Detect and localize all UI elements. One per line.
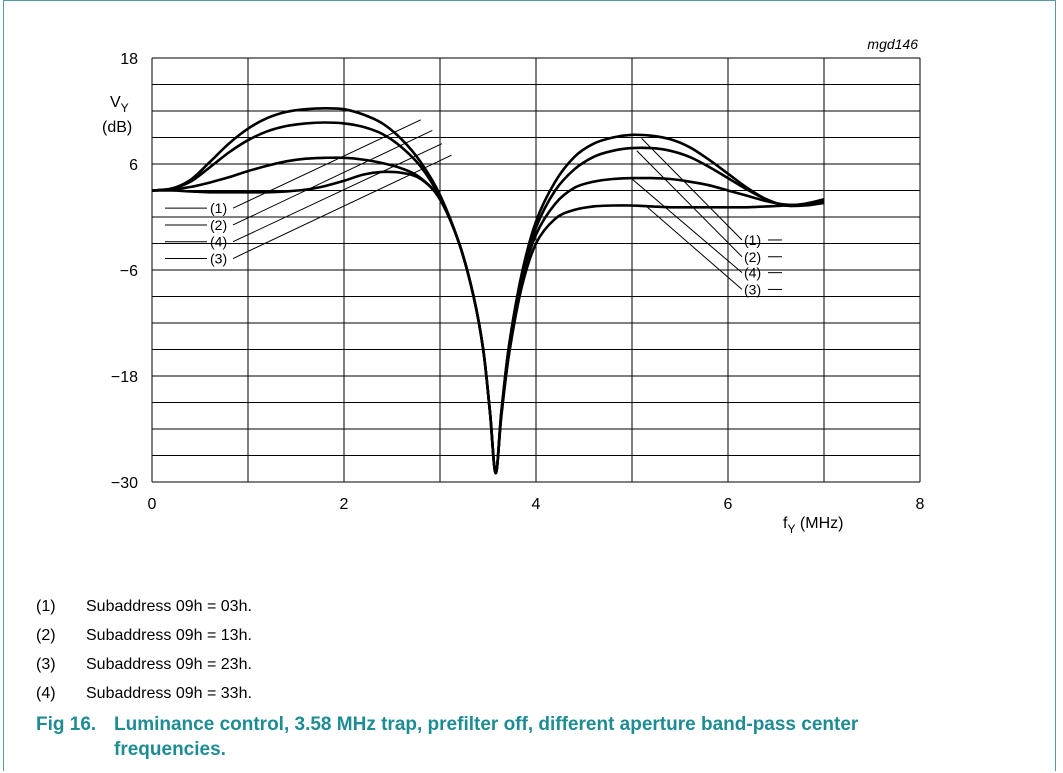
y-tick-label: −18 bbox=[111, 369, 138, 386]
annotation-leader-left bbox=[232, 129, 433, 226]
x-tick-label: 4 bbox=[532, 496, 541, 513]
legend-item: (2) Subaddress 09h = 13h. bbox=[36, 621, 252, 650]
annotation-leader-right bbox=[636, 150, 743, 258]
figure-caption: Fig 16. Luminance control, 3.58 MHz trap,… bbox=[36, 712, 1036, 762]
series-line-4 bbox=[151, 156, 825, 475]
x-axis-label-sub: Y bbox=[787, 522, 795, 536]
legend-text: Subaddress 09h = 03h. bbox=[86, 598, 252, 615]
y-axis-unit: (dB) bbox=[102, 119, 132, 136]
figure-frame bbox=[3, 0, 1056, 771]
legend-item: (4) Subaddress 09h = 33h. bbox=[36, 679, 252, 708]
annotation-leader-right bbox=[631, 178, 743, 274]
legend-text: Subaddress 09h = 33h. bbox=[86, 685, 252, 702]
legend-item: (1) Subaddress 09h = 03h. bbox=[36, 592, 252, 621]
annotation-label-right: (1) bbox=[744, 232, 761, 248]
chart-ticks: 0 2 4 6 8 18 6 −6 −18 −30 bbox=[111, 51, 925, 513]
figure-number: Fig 16. bbox=[36, 714, 97, 735]
legend-text: Subaddress 09h = 13h. bbox=[86, 627, 252, 644]
x-axis-label-unit: (MHz) bbox=[795, 515, 843, 532]
y-tick-label: 18 bbox=[120, 51, 138, 68]
x-tick-label: 8 bbox=[916, 496, 925, 513]
luminance-chart: (1)(2)(4)(3)(1)(2)(4)(3) 0 2 4 6 8186−6−18−3… bbox=[102, 36, 925, 536]
annotation-label-right: (2) bbox=[744, 249, 761, 265]
annotation-leader-left bbox=[232, 143, 443, 243]
y-tick-label: 6 bbox=[129, 157, 138, 174]
caption-line-2: frequencies. bbox=[114, 739, 226, 760]
annotation-label-left: (2) bbox=[210, 217, 227, 233]
x-tick-label: 0 bbox=[148, 496, 157, 513]
legend-num: (3) bbox=[36, 656, 56, 673]
y-axis-label-sub: Y bbox=[121, 101, 129, 115]
x-axis-label-main: f bbox=[783, 515, 788, 532]
annotation-label-left: (4) bbox=[210, 234, 227, 250]
legend-item: (3) Subaddress 09h = 23h. bbox=[36, 650, 252, 679]
legend-num: (1) bbox=[36, 598, 56, 615]
x-tick-label: 6 bbox=[724, 496, 733, 513]
y-tick-label: −30 bbox=[111, 475, 138, 492]
legend-num: (4) bbox=[36, 685, 56, 702]
series-line-1 bbox=[151, 106, 825, 475]
annotation-leader-left bbox=[232, 119, 422, 209]
legend-text: Subaddress 09h = 23h. bbox=[86, 656, 252, 673]
x-tick-label: 2 bbox=[340, 496, 349, 513]
series-line-2 bbox=[151, 121, 825, 475]
y-tick-label: −6 bbox=[120, 263, 138, 280]
figure-code: mgd146 bbox=[867, 36, 918, 52]
annotation-label-right: (4) bbox=[744, 265, 761, 281]
annotation-label-left: (1) bbox=[210, 200, 227, 216]
x-axis-label: fY (MHz) bbox=[783, 515, 843, 536]
legend: (1) Subaddress 09h = 03h. (2) Subaddress 0… bbox=[36, 592, 252, 708]
annotation-leader-right bbox=[646, 206, 743, 290]
annotation-label-right: (3) bbox=[744, 281, 761, 297]
y-axis-label: VY bbox=[110, 94, 129, 115]
caption-line-1: Luminance control, 3.58 MHz trap, prefil… bbox=[114, 714, 859, 735]
legend-num: (2) bbox=[36, 627, 56, 644]
annotation-label-left: (3) bbox=[210, 251, 227, 267]
chart-grid bbox=[151, 57, 921, 483]
chart-annotations: (1)(2)(4)(3)(1)(2)(4)(3) bbox=[165, 119, 782, 297]
y-axis-label-main: V bbox=[110, 94, 121, 111]
chart-series bbox=[151, 106, 825, 475]
annotation-leader-right bbox=[641, 138, 743, 241]
annotation-leader-left bbox=[232, 154, 452, 259]
